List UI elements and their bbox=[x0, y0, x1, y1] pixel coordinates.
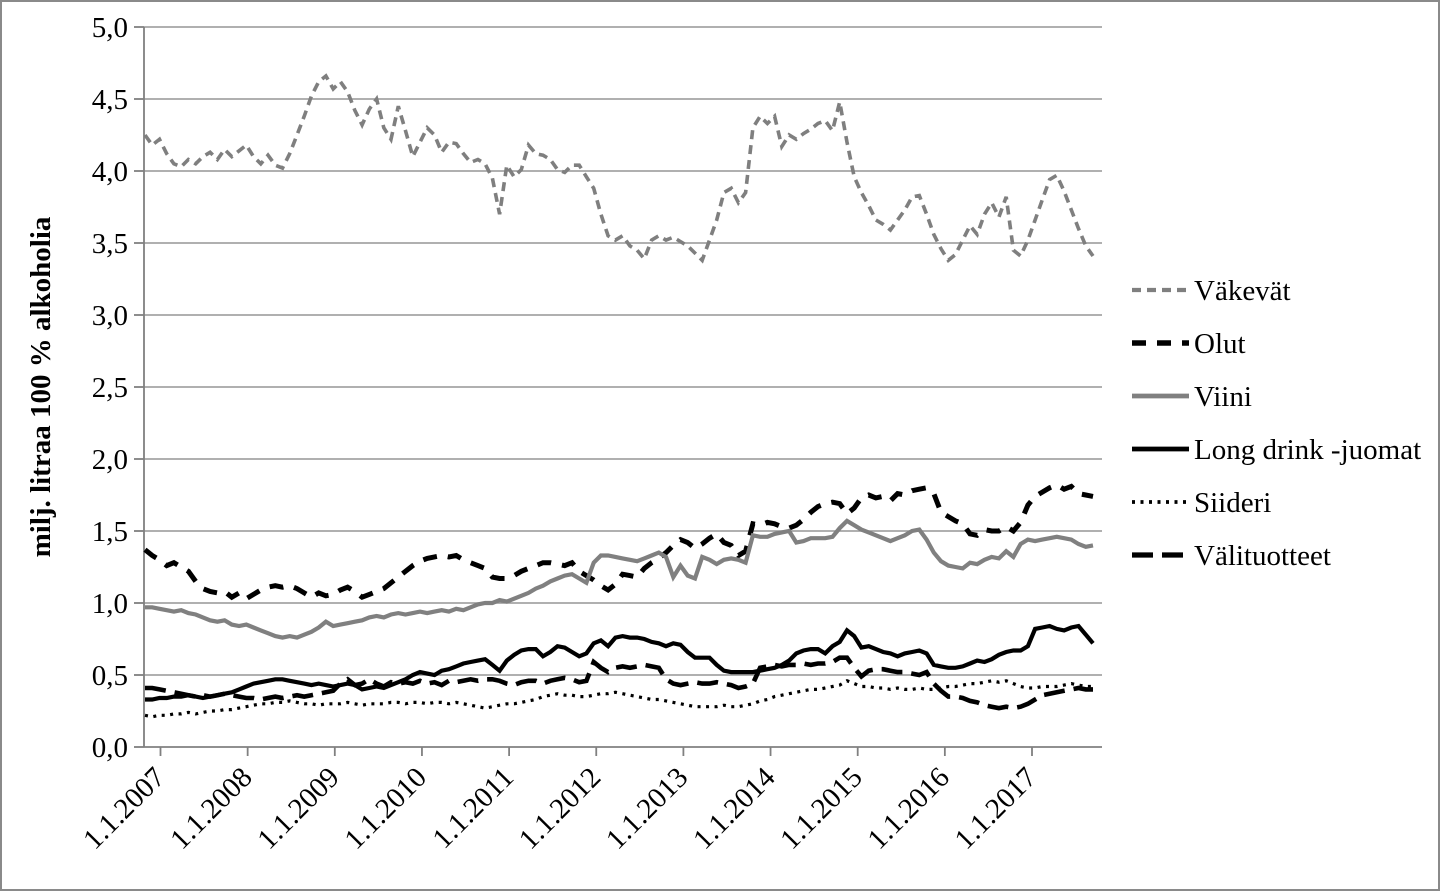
y-tick-label: 4,0 bbox=[92, 156, 128, 188]
y-tick-label: 0,5 bbox=[92, 660, 128, 692]
series-line-siideri bbox=[144, 679, 1093, 719]
x-tick-label: 1.1.2017 bbox=[949, 761, 1043, 855]
x-tick-label: 1.1.2013 bbox=[600, 761, 694, 855]
series-line-v-lituotteet bbox=[145, 655, 1093, 711]
x-tick-label: 1.1.2011 bbox=[426, 761, 520, 855]
y-tick-label: 4,5 bbox=[92, 84, 128, 116]
legend-label-4: Siideri bbox=[1194, 487, 1271, 519]
y-tick-label: 0,0 bbox=[92, 732, 128, 764]
x-tick-label: 1.1.2009 bbox=[251, 761, 345, 855]
x-tick-label: 1.1.2012 bbox=[513, 761, 607, 855]
x-tick-label: 1.1.2015 bbox=[774, 761, 868, 855]
y-axis-title: milj. litraa 100 % alkoholia bbox=[25, 216, 57, 557]
x-tick-label: 1.1.2010 bbox=[339, 761, 433, 855]
series-line-v-kev-t bbox=[143, 73, 1095, 264]
series-line-long-drink-juomat bbox=[145, 623, 1095, 702]
x-tick-label: 1.1.2007 bbox=[77, 761, 171, 855]
y-tick-label: 3,5 bbox=[92, 228, 128, 260]
x-tick-label: 1.1.2008 bbox=[164, 761, 258, 855]
y-tick-label: 5,0 bbox=[92, 12, 128, 44]
legend-label-3: Long drink -juomat bbox=[1194, 434, 1421, 466]
legend: Väkevät Olut Viini Long drink -juomat Siider… bbox=[1132, 275, 1421, 572]
y-tick-label: 1,5 bbox=[92, 516, 128, 548]
x-tick-label: 1.1.2014 bbox=[687, 761, 782, 856]
y-tick-label: 1,0 bbox=[92, 588, 128, 620]
legend-label-2: Viini bbox=[1194, 381, 1252, 413]
legend-label-5: Välituotteet bbox=[1194, 540, 1331, 572]
y-tick-label: 2,0 bbox=[92, 444, 128, 476]
series-line-olut bbox=[143, 482, 1094, 602]
legend-label-0: Väkevät bbox=[1194, 275, 1291, 307]
x-tick-label: 1.1.2016 bbox=[861, 761, 955, 855]
series-line-viini bbox=[145, 518, 1094, 640]
legend-label-1: Olut bbox=[1194, 328, 1246, 360]
y-tick-label: 2,5 bbox=[92, 372, 128, 404]
y-tick-label: 3,0 bbox=[92, 300, 128, 332]
